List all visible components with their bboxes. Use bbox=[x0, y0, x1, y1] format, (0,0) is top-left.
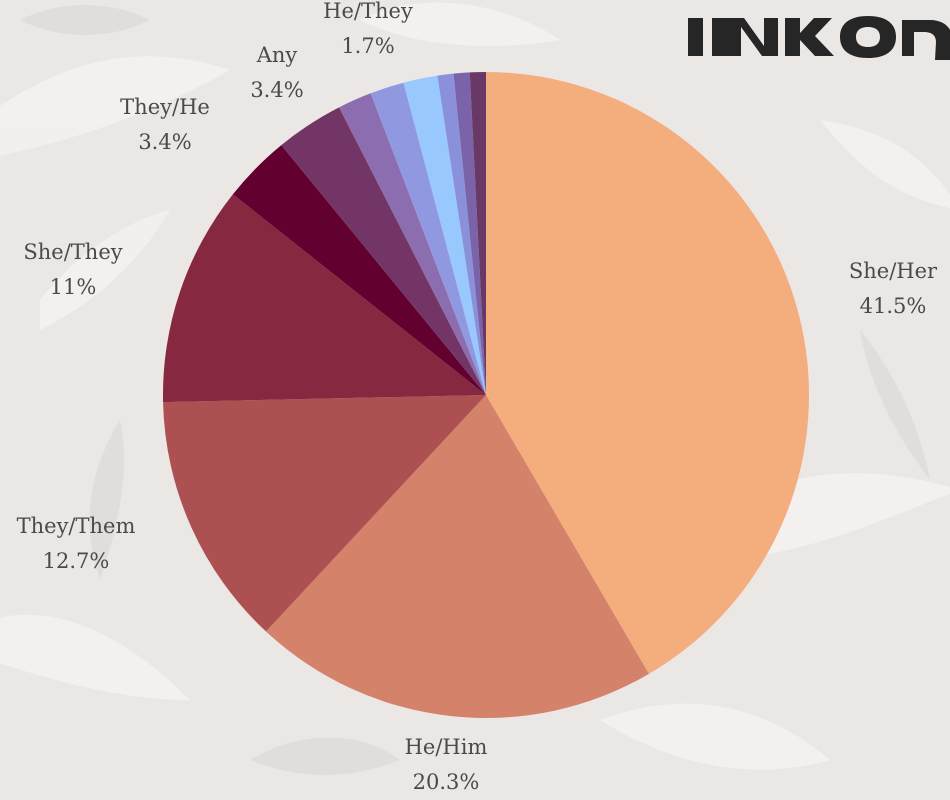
slice-value-label: 41.5% bbox=[860, 294, 927, 318]
slice-value-label: 20.3% bbox=[413, 770, 480, 794]
slice-value-label: 3.4% bbox=[138, 130, 191, 154]
pie-slice-she-her bbox=[486, 72, 809, 674]
pie-slice-they-them bbox=[163, 395, 486, 632]
slice-value-label: 11% bbox=[50, 275, 97, 299]
slice-label-they-them: They/Them 12.7% bbox=[17, 514, 136, 573]
slice-category-label: She/They bbox=[23, 240, 122, 264]
pie-slice-unlabeled-10 bbox=[453, 72, 486, 395]
slice-label-he-they: He/They 1.7% bbox=[323, 0, 413, 58]
slice-category-label: They/Them bbox=[17, 514, 136, 538]
slice-value-label: 12.7% bbox=[43, 549, 110, 573]
pie-slice-he-him bbox=[266, 395, 649, 718]
pie-slice-he-they bbox=[339, 93, 486, 396]
pie-slice-unlabeled-7 bbox=[370, 82, 486, 395]
pie-slice-she-they bbox=[163, 194, 487, 403]
slice-label-she-her: She/Her 41.5% bbox=[849, 259, 938, 318]
slice-labels: She/Her 41.5% He/Him 20.3% They/Them 12.7% She… bbox=[17, 0, 938, 794]
slice-category-label: She/Her bbox=[849, 259, 938, 283]
slice-label-he-him: He/Him 20.3% bbox=[405, 735, 488, 794]
pie-slices bbox=[163, 72, 809, 718]
pie-slice-they-he bbox=[232, 145, 486, 395]
slice-value-label: 1.7% bbox=[341, 34, 394, 58]
pie-slice-unlabeled-11 bbox=[469, 72, 486, 395]
pie-slice-any bbox=[281, 107, 486, 395]
slice-value-label: 3.4% bbox=[250, 78, 303, 102]
pie-slice-unlabeled-9 bbox=[437, 73, 486, 395]
slice-category-label: They/He bbox=[120, 95, 210, 119]
pie-slice-unlabeled-8 bbox=[403, 75, 486, 395]
slice-category-label: He/Him bbox=[405, 735, 488, 759]
slice-category-label: Any bbox=[256, 43, 298, 67]
slice-label-any: Any 3.4% bbox=[250, 43, 303, 102]
slice-category-label: He/They bbox=[323, 0, 413, 23]
slice-label-she-they: She/They 11% bbox=[23, 240, 122, 299]
slice-label-they-he: They/He 3.4% bbox=[120, 95, 210, 154]
